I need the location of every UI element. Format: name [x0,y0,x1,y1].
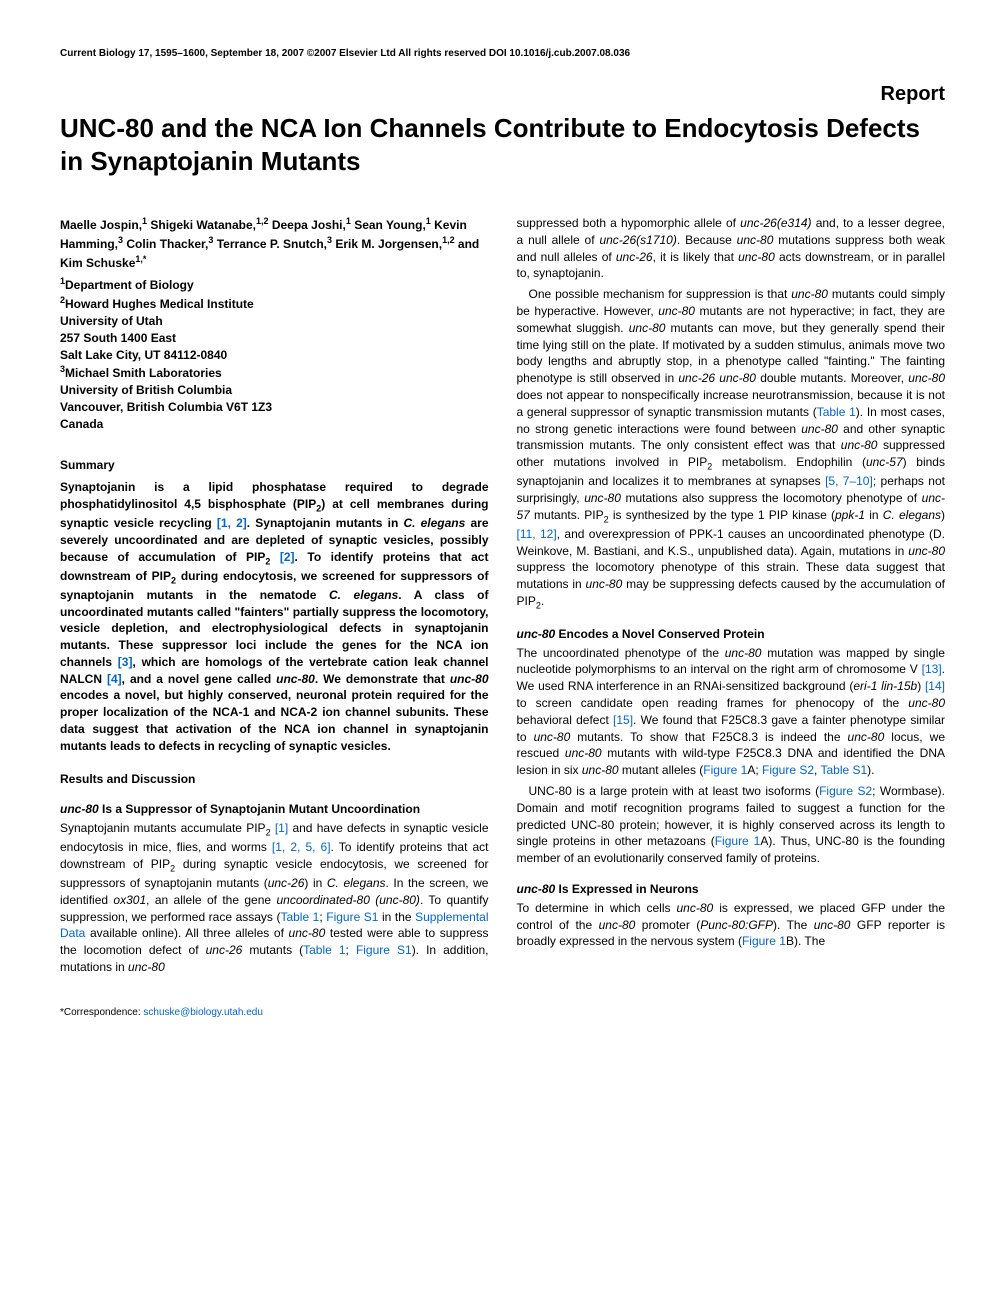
article-title: UNC-80 and the NCA Ion Channels Contribu… [60,112,945,177]
col2-paragraph-2: One possible mechanism for suppression i… [517,286,946,612]
correspondence-footnote: *Correspondence: schuske@biology.utah.ed… [60,1006,489,1020]
subsection-2-p2: UNC-80 is a large protein with at least … [517,783,946,867]
summary-heading: Summary [60,457,489,474]
page-container: Current Biology 17, 1595–1600, September… [0,0,1005,1060]
two-column-layout: Maelle Jospin,1 Shigeki Watanabe,1,2 Dee… [60,215,945,1020]
report-label: Report [60,83,945,106]
affiliations: 1Department of Biology2Howard Hughes Med… [60,275,489,432]
subsection-1-text: Synaptojanin mutants accumulate PIP2 [1]… [60,820,489,976]
col2-continuation: suppressed both a hypomorphic allele of … [517,215,946,282]
left-column: Maelle Jospin,1 Shigeki Watanabe,1,2 Dee… [60,215,489,1020]
subsection-1-heading: unc-80 Is a Suppressor of Synaptojanin M… [60,801,489,818]
author-list: Maelle Jospin,1 Shigeki Watanabe,1,2 Dee… [60,215,489,271]
results-heading: Results and Discussion [60,771,489,788]
right-column: suppressed both a hypomorphic allele of … [517,215,946,1020]
journal-header: Current Biology 17, 1595–1600, September… [60,48,945,59]
subsection-2-heading: unc-80 Encodes a Novel Conserved Protein [517,626,946,643]
subsection-2-p1: The uncoordinated phenotype of the unc-8… [517,645,946,779]
subsection-3-heading: unc-80 Is Expressed in Neurons [517,881,946,898]
summary-text: Synaptojanin is a lipid phosphatase requ… [60,479,489,754]
subsection-3-p1: To determine in which cells unc-80 is ex… [517,900,946,950]
